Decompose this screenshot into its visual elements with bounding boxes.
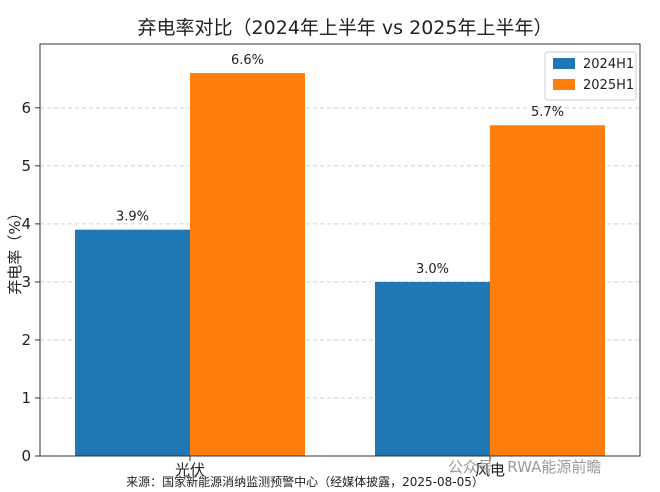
data-label-2025h1-0: 6.6% <box>231 53 264 68</box>
legend: 2024H1 2025H1 <box>544 51 637 101</box>
bar-2024h1-1 <box>375 281 490 456</box>
data-label-2024h1-1: 3.0% <box>416 262 449 277</box>
chart-title: 弃电率对比（2024年上半年 vs 2025年上半年） <box>138 17 553 39</box>
y-tick-label-2: 2 <box>21 331 31 349</box>
x-category-label-0: 光伏 <box>175 461 205 479</box>
watermark: 公众号 · RWA能源前瞻 <box>448 458 601 476</box>
y-tick-label-4: 4 <box>21 215 31 233</box>
data-label-2025h1-1: 5.7% <box>531 105 564 120</box>
legend-swatch-2025h1 <box>553 79 575 90</box>
y-tick-label-0: 0 <box>21 447 31 465</box>
data-labels: 3.9% 6.6% 3.0% 5.7% <box>116 53 564 277</box>
data-label-2024h1-0: 3.9% <box>116 210 149 225</box>
bar-2025h1-1 <box>490 125 605 456</box>
y-axis-label: 弃电率（%） <box>6 205 24 294</box>
y-tick-label-1: 1 <box>21 389 31 407</box>
y-tick-label-6: 6 <box>21 99 31 117</box>
y-tick-label-5: 5 <box>21 157 31 175</box>
bars <box>75 73 605 456</box>
plot-frame <box>39 43 641 457</box>
y-axis-ticks: 0 1 2 3 4 5 6 <box>21 99 40 465</box>
legend-swatch-2024h1 <box>553 58 575 69</box>
legend-label-2024h1: 2024H1 <box>583 57 634 72</box>
bar-2025h1-0 <box>190 73 305 456</box>
x-axis-categories: 光伏 风电 <box>175 456 505 479</box>
x-category-label-1: 风电 <box>475 461 505 479</box>
y-tick-label-3: 3 <box>21 273 31 291</box>
bar-2024h1-0 <box>75 229 190 456</box>
source-note: 来源：国家新能源消纳监测预警中心（经媒体披露，2025-08-05） <box>126 474 484 489</box>
legend-label-2025h1: 2025H1 <box>583 78 634 93</box>
